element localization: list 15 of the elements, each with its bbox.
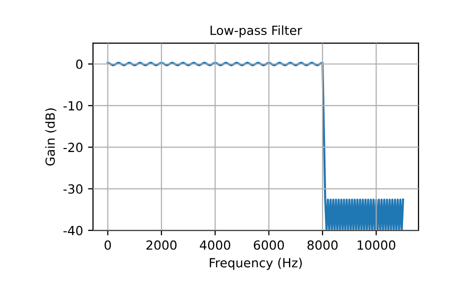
x-tick-label: 10000 <box>358 240 396 250</box>
y-axis-title: Gain (dB) <box>45 108 56 166</box>
x-tick-label: 0 <box>104 240 111 250</box>
line-series <box>106 62 404 230</box>
y-tick-label: 0 <box>76 59 82 69</box>
chart-title: Low-pass Filter <box>210 25 302 38</box>
x-tick-label: 4000 <box>200 240 230 250</box>
x-tick-label: 8000 <box>307 240 338 250</box>
x-axis-title: Frequency (Hz) <box>210 258 302 270</box>
x-tick-label: 6000 <box>254 240 284 250</box>
y-tick-label: -20 <box>63 142 82 152</box>
y-tick-label: -40 <box>63 226 82 236</box>
y-tick-label: -30 <box>63 184 82 194</box>
x-tick-label: 2000 <box>146 240 177 250</box>
y-tick-label: -10 <box>63 101 82 111</box>
